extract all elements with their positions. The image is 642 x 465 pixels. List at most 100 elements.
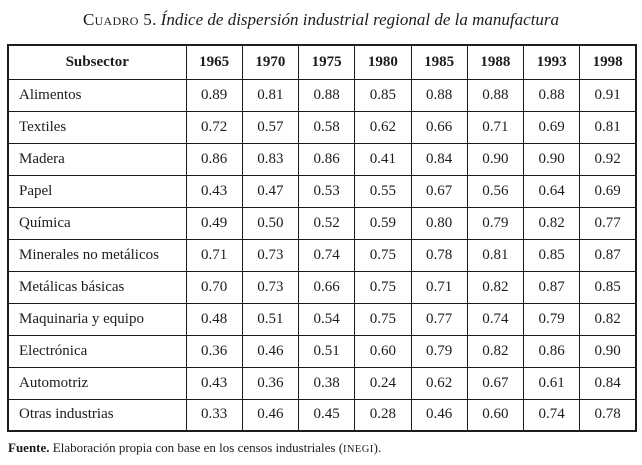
value-cell: 0.69 (579, 174, 637, 208)
value-cell: 0.36 (241, 366, 300, 400)
subsector-label: Automotriz (7, 366, 187, 400)
value-cell: 0.77 (410, 302, 468, 336)
value-cell: 0.79 (410, 334, 468, 368)
value-cell: 0.28 (354, 398, 412, 432)
value-cell: 0.58 (297, 110, 356, 144)
table-body: Alimentos 0.89 0.81 0.88 0.85 0.88 0.88 0.88 0.9… (7, 78, 637, 432)
table-row: Textiles 0.72 0.57 0.58 0.62 0.66 0.71 0.69 0.81 (7, 110, 637, 144)
value-cell: 0.54 (297, 302, 356, 336)
table-row: Química 0.49 0.50 0.52 0.59 0.80 0.79 0.82 0.77 (7, 206, 637, 240)
value-cell: 0.36 (185, 334, 243, 368)
value-cell: 0.53 (297, 174, 356, 208)
year-column-header: 1998 (579, 44, 637, 80)
year-column-header: 1993 (522, 44, 581, 80)
subsector-label: Madera (7, 142, 187, 176)
year-column-header: 1988 (466, 44, 525, 80)
value-cell: 0.74 (522, 398, 581, 432)
value-cell: 0.43 (185, 174, 243, 208)
table-title: Cuadro 5. Índice de dispersión industrial… (0, 0, 642, 30)
year-column-header: 1965 (185, 44, 243, 80)
table-row: Maquinaria y equipo 0.48 0.51 0.54 0.75 0.77 0… (7, 302, 637, 336)
value-cell: 0.43 (185, 366, 243, 400)
value-cell: 0.79 (466, 206, 525, 240)
inegi-acronym: INEGI (343, 444, 374, 455)
source-note: Fuente. Elaboración propia con base en l… (8, 440, 642, 458)
value-cell: 0.73 (241, 270, 300, 304)
value-cell: 0.87 (522, 270, 581, 304)
value-cell: 0.61 (522, 366, 581, 400)
subsector-label: Minerales no metálicos (7, 238, 187, 272)
value-cell: 0.51 (297, 334, 356, 368)
value-cell: 0.87 (579, 238, 637, 272)
value-cell: 0.90 (579, 334, 637, 368)
value-cell: 0.66 (410, 110, 468, 144)
value-cell: 0.88 (522, 78, 581, 112)
year-column-header: 1980 (354, 44, 412, 80)
value-cell: 0.85 (579, 270, 637, 304)
value-cell: 0.92 (579, 142, 637, 176)
value-cell: 0.77 (579, 206, 637, 240)
value-cell: 0.59 (354, 206, 412, 240)
subsector-label: Maquinaria y equipo (7, 302, 187, 336)
subsector-label: Química (7, 206, 187, 240)
value-cell: 0.88 (297, 78, 356, 112)
value-cell: 0.74 (297, 238, 356, 272)
value-cell: 0.80 (410, 206, 468, 240)
value-cell: 0.86 (185, 142, 243, 176)
value-cell: 0.24 (354, 366, 412, 400)
value-cell: 0.71 (410, 270, 468, 304)
value-cell: 0.67 (466, 366, 525, 400)
dispersion-index-table: Subsector 1965 1970 1975 1980 1985 1988 1993 199… (7, 44, 637, 432)
value-cell: 0.82 (522, 206, 581, 240)
value-cell: 0.88 (466, 78, 525, 112)
value-cell: 0.62 (354, 110, 412, 144)
value-cell: 0.85 (354, 78, 412, 112)
value-cell: 0.48 (185, 302, 243, 336)
value-cell: 0.41 (354, 142, 412, 176)
value-cell: 0.81 (241, 78, 300, 112)
value-cell: 0.51 (241, 302, 300, 336)
table-number: Cuadro 5. (82, 10, 157, 29)
value-cell: 0.67 (410, 174, 468, 208)
value-cell: 0.85 (522, 238, 581, 272)
value-cell: 0.86 (522, 334, 581, 368)
value-cell: 0.50 (241, 206, 300, 240)
value-cell: 0.62 (410, 366, 468, 400)
value-cell: 0.79 (522, 302, 581, 336)
table-row: Alimentos 0.89 0.81 0.88 0.85 0.88 0.88 0.88 0.9… (7, 78, 637, 112)
value-cell: 0.78 (410, 238, 468, 272)
value-cell: 0.84 (410, 142, 468, 176)
subsector-label: Papel (7, 174, 187, 208)
value-cell: 0.60 (354, 334, 412, 368)
table-row: Otras industrias 0.33 0.46 0.45 0.28 0.46 0.60… (7, 398, 637, 432)
value-cell: 0.70 (185, 270, 243, 304)
value-cell: 0.89 (185, 78, 243, 112)
year-column-header: 1970 (241, 44, 300, 80)
header-row: Subsector 1965 1970 1975 1980 1985 1988 1993 199… (7, 44, 637, 80)
value-cell: 0.57 (241, 110, 300, 144)
subsector-label: Alimentos (7, 78, 187, 112)
table-caption-text: Índice de dispersión industrial regional… (160, 10, 560, 29)
year-column-header: 1985 (410, 44, 468, 80)
table-row: Papel 0.43 0.47 0.53 0.55 0.67 0.56 0.64 0.69 (7, 174, 637, 208)
value-cell: 0.56 (466, 174, 525, 208)
subsector-column-header: Subsector (7, 44, 187, 80)
value-cell: 0.46 (410, 398, 468, 432)
value-cell: 0.55 (354, 174, 412, 208)
value-cell: 0.78 (579, 398, 637, 432)
value-cell: 0.75 (354, 302, 412, 336)
value-cell: 0.90 (466, 142, 525, 176)
value-cell: 0.69 (522, 110, 581, 144)
table-row: Metálicas básicas 0.70 0.73 0.66 0.75 0.71 0.8… (7, 270, 637, 304)
value-cell: 0.82 (466, 270, 525, 304)
value-cell: 0.72 (185, 110, 243, 144)
source-suffix: ). (373, 440, 382, 455)
value-cell: 0.74 (466, 302, 525, 336)
table-row: Automotriz 0.43 0.36 0.38 0.24 0.62 0.67 0.61 0.… (7, 366, 637, 400)
subsector-label: Textiles (7, 110, 187, 144)
value-cell: 0.38 (297, 366, 356, 400)
subsector-label: Electrónica (7, 334, 187, 368)
value-cell: 0.47 (241, 174, 300, 208)
value-cell: 0.66 (297, 270, 356, 304)
